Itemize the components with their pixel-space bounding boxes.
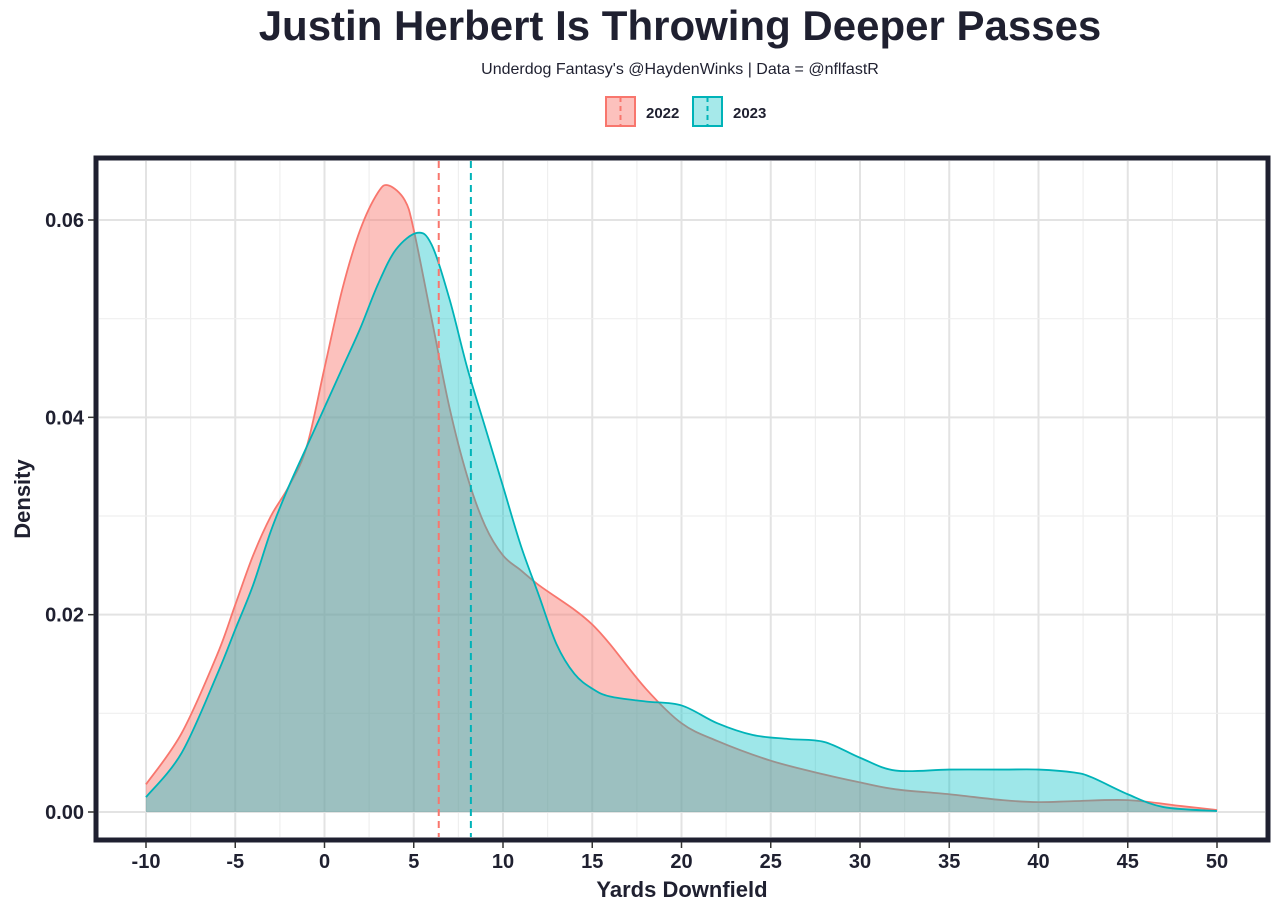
x-tick-label: 25 bbox=[760, 851, 782, 873]
chart-subtitle: Underdog Fantasy's @HaydenWinks | Data =… bbox=[481, 61, 879, 78]
x-tick-label: 30 bbox=[849, 851, 871, 873]
density-line-2023 bbox=[145, 231, 1218, 812]
y-tick-label: 0.00 bbox=[45, 802, 84, 824]
x-tick-label: 45 bbox=[1117, 851, 1139, 873]
density-areas bbox=[145, 184, 1218, 813]
x-tick-label: 20 bbox=[670, 851, 692, 873]
chart-title: Justin Herbert Is Throwing Deeper Passes bbox=[259, 2, 1102, 49]
y-axis-label: Density bbox=[10, 459, 35, 539]
legend-item-2023: 2023 bbox=[692, 96, 766, 127]
density-area-2022 bbox=[146, 184, 1217, 813]
legend-label-2023: 2023 bbox=[733, 105, 766, 122]
x-tick-label: 10 bbox=[492, 851, 514, 873]
legend-label-2022: 2022 bbox=[646, 105, 679, 122]
x-axis: -10 -5 0 5 10 15 20 25 30 35 40 45 50 bbox=[132, 842, 1228, 873]
x-tick-label: -10 bbox=[132, 851, 161, 873]
y-tick-label: 0.04 bbox=[45, 407, 85, 429]
panel-border bbox=[93, 155, 1271, 843]
x-tick-label: 35 bbox=[938, 851, 960, 873]
legend: 2022 2023 bbox=[605, 96, 766, 127]
x-axis-label: Yards Downfield bbox=[596, 877, 767, 902]
x-tick-label: 15 bbox=[581, 851, 603, 873]
x-tick-label: -5 bbox=[226, 851, 244, 873]
x-tick-label: 0 bbox=[319, 851, 330, 873]
density-area-2023 bbox=[146, 232, 1217, 812]
y-tick-label: 0.06 bbox=[45, 210, 84, 232]
x-tick-label: 50 bbox=[1206, 851, 1228, 873]
x-tick-label: 5 bbox=[408, 851, 419, 873]
y-tick-label: 0.02 bbox=[45, 605, 84, 627]
mean-lines bbox=[437, 161, 472, 837]
grid bbox=[99, 161, 1265, 837]
legend-item-2022: 2022 bbox=[605, 96, 679, 127]
x-tick-label: 40 bbox=[1027, 851, 1049, 873]
y-axis: 0.00 0.02 0.04 0.06 bbox=[45, 210, 94, 824]
